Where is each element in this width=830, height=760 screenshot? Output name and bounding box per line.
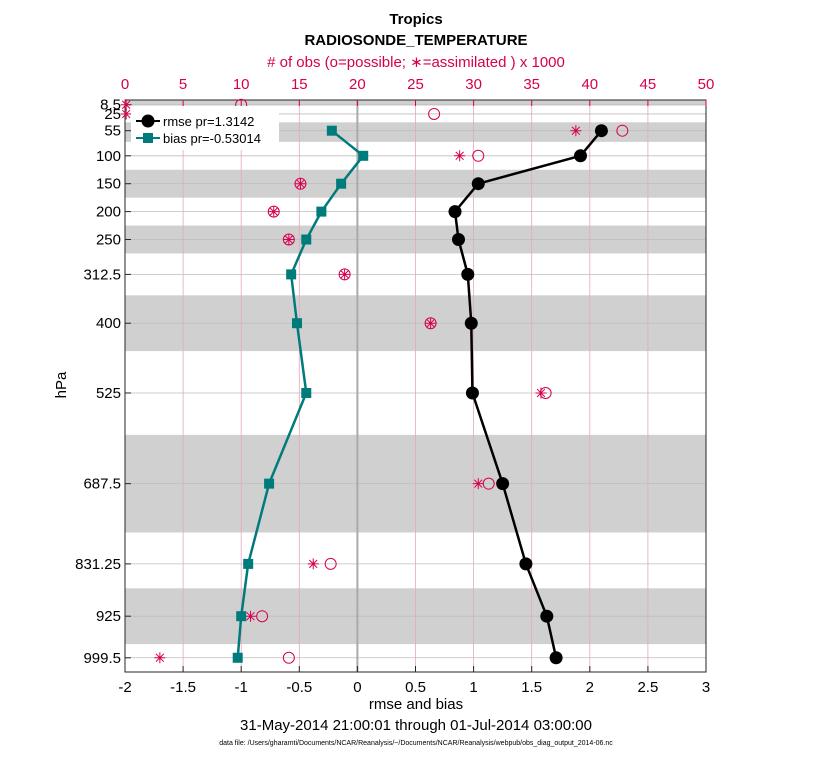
y-tick-label: 250	[96, 232, 121, 249]
x-tick-label: 0.5	[405, 679, 426, 696]
obs-assimilated-marker	[339, 268, 351, 280]
series	[232, 124, 608, 665]
x-axis-label: rmse and bias	[369, 696, 463, 713]
obs-assimilated-marker	[120, 99, 132, 111]
rmse-point	[540, 609, 554, 623]
legend: rmse pr=1.3142 bias pr=-0.53014	[131, 106, 279, 150]
bias-point	[264, 478, 275, 489]
rmse-point	[594, 124, 608, 138]
chart-title: Tropics	[389, 11, 442, 28]
chart-subtitle: RADIOSONDE_TEMPERATURE	[304, 32, 527, 49]
y-tick-label: 687.5	[83, 476, 121, 493]
y-tick-label: 312.5	[83, 266, 121, 283]
x-tick-label: -1	[235, 679, 248, 696]
obs-markers	[120, 98, 629, 664]
legend-rmse-marker	[141, 114, 155, 128]
bias-point	[316, 206, 327, 217]
x-tick-label: 0	[353, 679, 361, 696]
date-range: 31-May-2014 21:00:01 through 01-Jul-2014…	[240, 717, 592, 734]
rmse-point	[519, 557, 533, 571]
bias-point	[336, 178, 347, 189]
legend-box	[131, 106, 279, 150]
obs-assimilated-marker	[454, 150, 466, 162]
x-tick-label: 1	[469, 679, 477, 696]
obs-assimilated-marker	[307, 558, 319, 570]
bias-point	[232, 652, 243, 663]
x-tick-label: 1.5	[521, 679, 542, 696]
y-tick-label: 525	[96, 385, 121, 402]
rmse-point	[448, 205, 462, 219]
bias-point	[291, 318, 302, 329]
rmse-point	[549, 651, 563, 665]
obs-assimilated-marker	[294, 178, 306, 190]
obs-assimilated-marker	[283, 234, 295, 246]
rmse-point	[574, 149, 588, 163]
y-tick-label: 55	[104, 123, 121, 140]
obs-assimilated-marker	[120, 108, 132, 120]
y-tick-label: 400	[96, 315, 121, 332]
axes: -2 -1.5 -1 -0.5 0 0.5 1 1.5 2 2.5 30 5 10 15 20 25 30 35 4…	[75, 76, 714, 696]
top-tick-label: 10	[233, 76, 250, 93]
top-tick-label: 25	[407, 76, 424, 93]
x-tick-label: -2	[118, 679, 131, 696]
bias-point	[301, 234, 312, 245]
obs-assimilated-marker	[268, 206, 280, 218]
bias-point	[236, 611, 247, 622]
rmse-point	[496, 477, 510, 491]
top-tick-label: 45	[640, 76, 657, 93]
obs-possible-marker	[324, 557, 337, 570]
x-tick-label: -1.5	[170, 679, 196, 696]
obs-possible-marker	[256, 610, 269, 623]
bias-point	[286, 269, 297, 280]
obs-possible-marker	[428, 107, 441, 120]
rmse-point	[471, 177, 485, 191]
x-tick-label: 2	[586, 679, 594, 696]
top-tick-label: 50	[698, 76, 715, 93]
rmse-point	[461, 267, 475, 281]
obs-possible-marker	[472, 149, 485, 162]
top-tick-label: 35	[523, 76, 540, 93]
obs-assimilated-marker	[154, 652, 166, 664]
x-tick-label: 3	[702, 679, 710, 696]
x-tick-label: 2.5	[637, 679, 658, 696]
obs-assimilated-marker	[244, 610, 256, 622]
y-tick-label: 8.5	[100, 97, 121, 114]
top-tick-label: 20	[349, 76, 366, 93]
y-tick-label: 100	[96, 148, 121, 165]
y-tick-label: 831.25	[75, 556, 121, 573]
bias-point	[301, 387, 312, 398]
top-tick-label: 5	[179, 76, 187, 93]
y-tick-label: 925	[96, 608, 121, 625]
legend-rmse-label: rmse pr=1.3142	[163, 114, 254, 129]
y-tick-label: 150	[96, 176, 121, 193]
obs-assimilated-marker	[472, 478, 484, 490]
bias-point	[326, 125, 337, 136]
obs-possible-marker	[282, 651, 295, 664]
y-tick-label: 999.5	[83, 650, 121, 667]
top-tick-label: 30	[465, 76, 482, 93]
y-axis-label: hPa	[53, 371, 70, 398]
obs-assimilated-marker	[425, 317, 437, 329]
top-tick-label: 0	[121, 76, 129, 93]
rmse-line	[453, 129, 603, 659]
legend-bias-marker	[143, 133, 153, 143]
bias-point	[358, 150, 369, 161]
obs-assimilated-marker	[535, 387, 547, 399]
rmse-point	[465, 386, 479, 400]
obs-assimilated-marker	[570, 125, 582, 137]
bias-point	[243, 558, 254, 569]
top-tick-label: 15	[291, 76, 308, 93]
y-tick-label: 200	[96, 204, 121, 221]
y-tick-label: 25	[104, 106, 121, 123]
legend-bias-label: bias pr=-0.53014	[163, 131, 261, 146]
top-axis-label: # of obs (o=possible; ∗=assimilated ) x …	[267, 54, 565, 71]
rmse-point	[451, 233, 465, 247]
obs-possible-marker	[616, 124, 629, 137]
bias-line	[236, 129, 365, 658]
rmse-point	[464, 316, 478, 330]
x-tick-label: -0.5	[286, 679, 312, 696]
top-tick-label: 40	[581, 76, 598, 93]
footnote: data file: /Users/gharamti/Documents/NCA…	[219, 740, 613, 747]
